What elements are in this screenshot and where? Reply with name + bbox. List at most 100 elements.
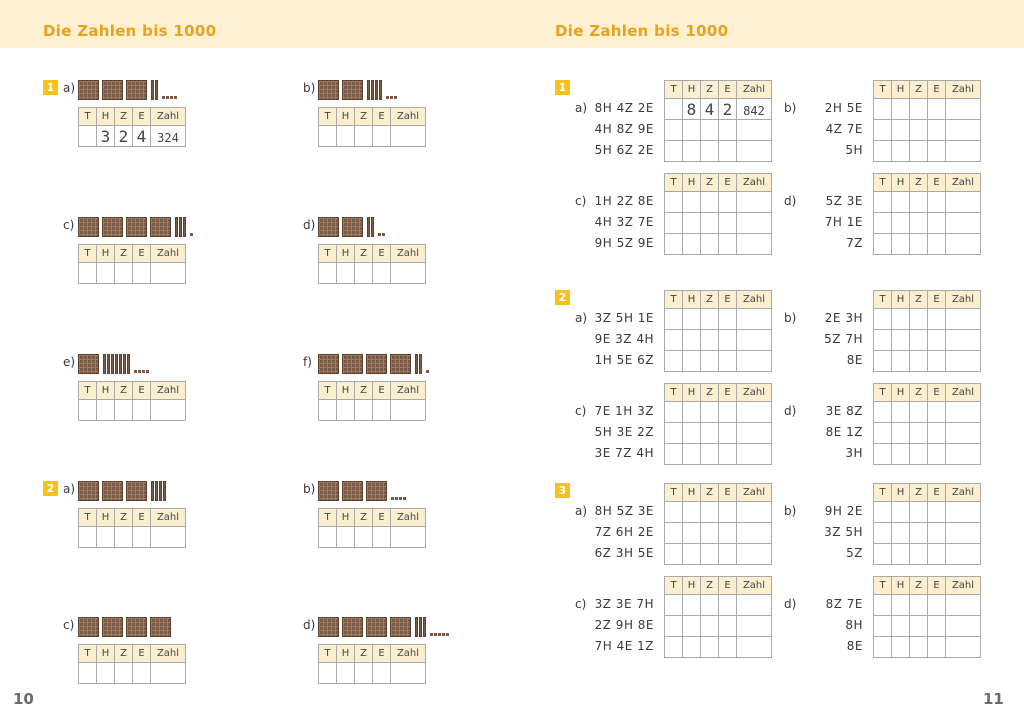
answer-cell[interactable] (664, 191, 683, 213)
answer-cell[interactable] (664, 233, 683, 255)
answer-cell[interactable] (664, 636, 683, 658)
answer-cell[interactable] (700, 329, 719, 351)
answer-cell[interactable] (718, 401, 737, 423)
answer-cell[interactable] (682, 443, 701, 465)
answer-cell[interactable] (150, 399, 186, 421)
answer-cell[interactable] (718, 501, 737, 523)
answer-cell[interactable] (873, 543, 892, 565)
answer-cell[interactable] (945, 594, 981, 616)
answer-cell[interactable] (873, 329, 892, 351)
answer-cell[interactable] (372, 262, 391, 284)
answer-cell[interactable] (909, 191, 928, 213)
answer-cell[interactable] (664, 98, 683, 120)
answer-cell[interactable] (927, 594, 946, 616)
answer-cell[interactable] (736, 594, 772, 616)
answer-cell[interactable] (682, 329, 701, 351)
answer-cell[interactable] (891, 443, 910, 465)
answer-cell[interactable] (873, 401, 892, 423)
answer-cell[interactable] (372, 526, 391, 548)
answer-cell[interactable] (718, 140, 737, 162)
answer-cell[interactable] (336, 125, 355, 147)
answer-cell[interactable] (873, 636, 892, 658)
answer-cell[interactable] (700, 501, 719, 523)
answer-cell[interactable] (909, 594, 928, 616)
answer-cell[interactable] (78, 662, 97, 684)
answer-cell[interactable] (700, 191, 719, 213)
answer-cell[interactable] (873, 119, 892, 141)
answer-cell[interactable] (390, 399, 426, 421)
answer-cell[interactable] (718, 615, 737, 637)
answer-cell[interactable] (78, 262, 97, 284)
answer-cell[interactable] (736, 329, 772, 351)
answer-cell[interactable] (736, 119, 772, 141)
answer-cell[interactable] (873, 443, 892, 465)
answer-cell[interactable] (96, 399, 115, 421)
answer-cell[interactable] (700, 350, 719, 372)
answer-cell[interactable]: 324 (150, 125, 186, 147)
answer-cell[interactable] (927, 191, 946, 213)
answer-cell[interactable] (736, 443, 772, 465)
answer-cell[interactable] (736, 401, 772, 423)
answer-cell[interactable] (664, 422, 683, 444)
answer-cell[interactable] (664, 401, 683, 423)
answer-cell[interactable] (354, 662, 373, 684)
answer-cell[interactable] (891, 140, 910, 162)
answer-cell[interactable] (718, 522, 737, 544)
answer-cell[interactable] (372, 662, 391, 684)
answer-cell[interactable] (945, 308, 981, 330)
answer-cell[interactable] (927, 443, 946, 465)
answer-cell[interactable]: 842 (736, 98, 772, 120)
answer-cell[interactable] (682, 212, 701, 234)
answer-cell[interactable] (945, 615, 981, 637)
answer-cell[interactable] (927, 501, 946, 523)
answer-cell[interactable] (927, 233, 946, 255)
answer-cell[interactable] (891, 501, 910, 523)
answer-cell[interactable] (132, 662, 151, 684)
answer-cell[interactable] (873, 191, 892, 213)
answer-cell[interactable] (718, 191, 737, 213)
answer-cell[interactable] (372, 399, 391, 421)
answer-cell[interactable] (682, 140, 701, 162)
answer-cell[interactable] (736, 501, 772, 523)
answer-cell[interactable] (891, 522, 910, 544)
answer-cell[interactable] (700, 308, 719, 330)
answer-cell[interactable] (909, 119, 928, 141)
answer-cell[interactable] (891, 119, 910, 141)
answer-cell[interactable] (682, 543, 701, 565)
answer-cell[interactable] (78, 125, 97, 147)
answer-cell[interactable] (945, 422, 981, 444)
answer-cell[interactable] (718, 594, 737, 616)
answer-cell[interactable] (664, 443, 683, 465)
answer-cell[interactable] (736, 191, 772, 213)
answer-cell[interactable] (873, 594, 892, 616)
answer-cell[interactable] (78, 526, 97, 548)
answer-cell[interactable] (873, 308, 892, 330)
answer-cell[interactable]: 2 (114, 125, 133, 147)
answer-cell[interactable] (873, 140, 892, 162)
answer-cell[interactable] (150, 526, 186, 548)
answer-cell[interactable] (873, 615, 892, 637)
answer-cell[interactable] (927, 401, 946, 423)
answer-cell[interactable] (318, 262, 337, 284)
answer-cell[interactable] (318, 399, 337, 421)
answer-cell[interactable] (945, 501, 981, 523)
answer-cell[interactable] (96, 262, 115, 284)
answer-cell[interactable] (909, 233, 928, 255)
answer-cell[interactable] (718, 543, 737, 565)
answer-cell[interactable] (114, 526, 133, 548)
answer-cell[interactable] (891, 350, 910, 372)
answer-cell[interactable] (873, 233, 892, 255)
answer-cell[interactable] (700, 401, 719, 423)
answer-cell[interactable] (909, 140, 928, 162)
answer-cell[interactable] (718, 443, 737, 465)
answer-cell[interactable] (390, 125, 426, 147)
answer-cell[interactable] (718, 350, 737, 372)
answer-cell[interactable] (736, 308, 772, 330)
answer-cell[interactable] (682, 233, 701, 255)
answer-cell[interactable] (736, 140, 772, 162)
answer-cell[interactable] (682, 522, 701, 544)
answer-cell[interactable] (945, 350, 981, 372)
answer-cell[interactable] (945, 329, 981, 351)
answer-cell[interactable] (927, 329, 946, 351)
answer-cell[interactable] (891, 636, 910, 658)
